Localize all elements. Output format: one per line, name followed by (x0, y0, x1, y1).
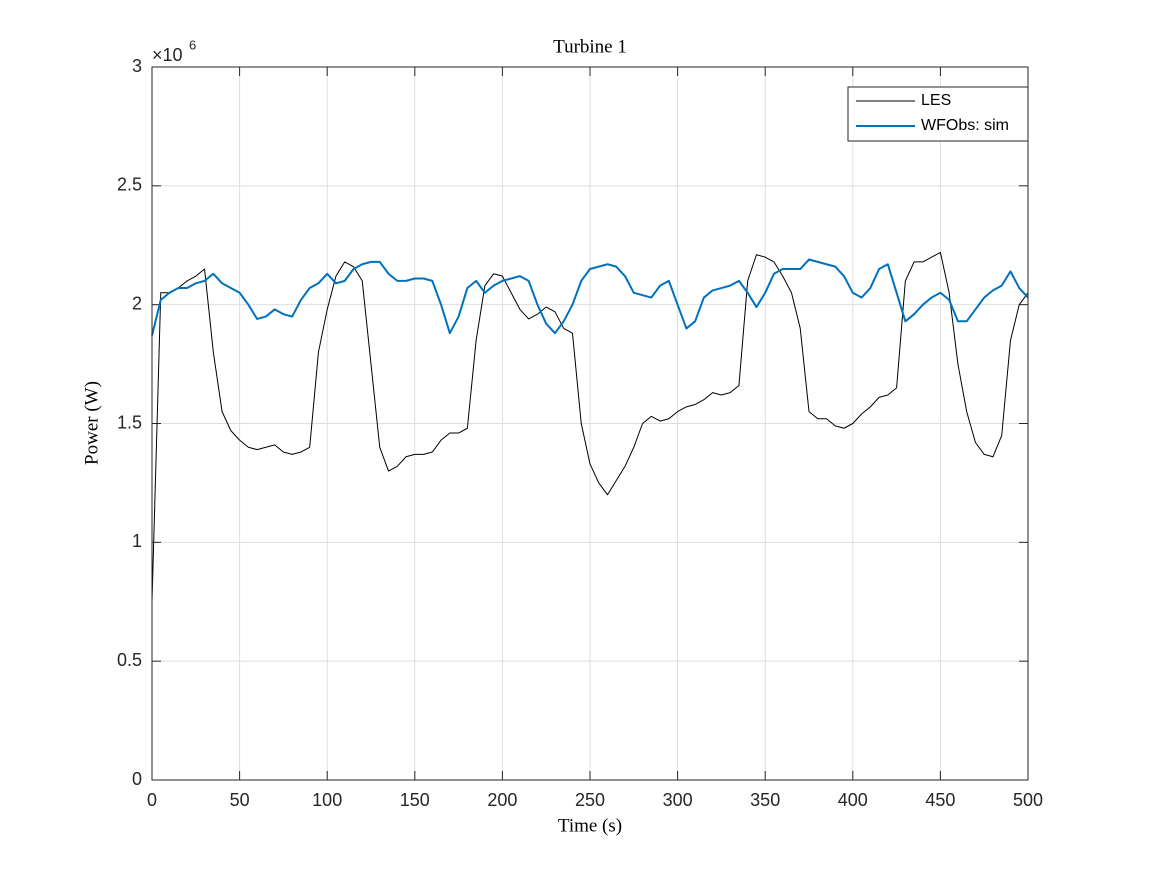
x-tick-label: 250 (575, 790, 605, 810)
x-tick-label: 200 (487, 790, 517, 810)
y-tick-label: 1 (132, 531, 142, 551)
y-axis-label: Power (W) (81, 381, 102, 465)
y-exponent: 6 (189, 37, 196, 52)
x-tick-label: 150 (400, 790, 430, 810)
x-axis-label: Time (s) (558, 815, 622, 836)
legend-box (847, 86, 1029, 142)
x-tick-label: 100 (312, 790, 342, 810)
x-tick-label: 450 (925, 790, 955, 810)
axes-box (151, 66, 1029, 781)
x-tick-label: 0 (147, 790, 157, 810)
chart-title: Turbine 1 (553, 36, 627, 57)
y-tick-label: 0.5 (117, 650, 142, 670)
y-tick-label: 0 (132, 769, 142, 789)
x-tick-label: 50 (230, 790, 250, 810)
legend-label: WFObs: sim (921, 117, 1009, 134)
x-tick-label: 500 (1013, 790, 1043, 810)
x-tick-label: 350 (750, 790, 780, 810)
series-line (151, 258, 1029, 336)
series-line (151, 251, 1029, 602)
y-tick-label: 3 (132, 56, 142, 76)
y-tick-label: 2.5 (117, 175, 142, 195)
y-exponent-base: ×10 (152, 45, 183, 65)
x-tick-label: 400 (838, 790, 868, 810)
legend-label: LES (921, 92, 951, 109)
x-tick-label: 300 (663, 790, 693, 810)
y-tick-label: 1.5 (117, 412, 142, 432)
legend: LES WFObs: sim (847, 86, 1029, 142)
y-tick-label: 2 (132, 293, 142, 313)
